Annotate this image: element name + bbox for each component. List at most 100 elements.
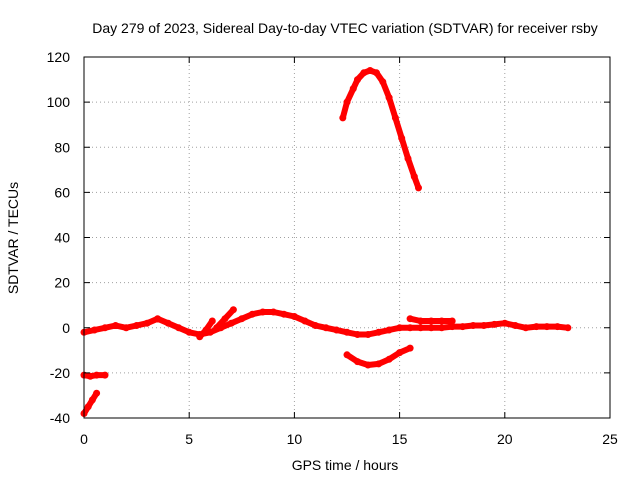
data-point <box>343 351 351 359</box>
data-point <box>417 317 425 325</box>
data-point <box>469 322 477 329</box>
data-point <box>269 308 277 316</box>
data-point <box>196 333 204 341</box>
data-point <box>379 78 387 86</box>
data-point <box>248 310 256 318</box>
data-point <box>480 322 488 329</box>
data-point <box>154 315 162 323</box>
data-point <box>202 326 210 334</box>
data-point <box>385 326 393 334</box>
data-point <box>448 323 456 331</box>
data-point <box>86 372 94 380</box>
data-point <box>404 155 412 162</box>
data-point <box>391 114 399 122</box>
data-point <box>427 317 435 325</box>
y-tick-label: 120 <box>47 49 71 65</box>
data-point <box>349 85 357 93</box>
data-point <box>375 328 383 336</box>
data-point <box>406 344 414 352</box>
data-point <box>101 324 109 332</box>
series-line <box>81 390 100 417</box>
data-point <box>185 328 193 336</box>
data-point <box>343 328 351 336</box>
data-point <box>164 319 172 327</box>
data-point <box>417 324 425 332</box>
y-tick-label: 60 <box>54 184 70 200</box>
y-axis-label: SDTVAR / TECUs <box>5 182 21 294</box>
data-point <box>93 389 101 397</box>
data-point <box>543 323 551 331</box>
data-point <box>564 324 572 332</box>
data-point <box>133 322 141 329</box>
data-point <box>112 322 120 329</box>
data-point <box>415 184 422 192</box>
data-point <box>280 310 288 318</box>
data-point <box>385 94 393 102</box>
y-tick-label: 40 <box>54 230 70 246</box>
y-tick-label: 20 <box>54 275 70 291</box>
data-point <box>143 319 151 327</box>
x-tick-label: 5 <box>185 431 193 447</box>
data-point <box>88 396 96 404</box>
data-point <box>398 134 406 142</box>
x-axis-label: GPS time / hours <box>292 457 399 473</box>
y-tick-label: 0 <box>62 320 70 336</box>
data-point <box>339 114 347 122</box>
data-point <box>438 324 446 332</box>
data-point <box>366 67 374 74</box>
data-point <box>333 326 340 334</box>
data-point <box>427 324 435 332</box>
data-point <box>385 355 393 363</box>
data-point <box>290 313 298 320</box>
x-tick-label: 20 <box>497 431 513 447</box>
y-tick-label: -20 <box>50 365 70 381</box>
data-point <box>238 315 246 323</box>
data-point <box>101 371 109 379</box>
data-point <box>84 403 92 411</box>
data-layer <box>80 67 572 417</box>
data-point <box>396 324 404 332</box>
data-point <box>501 319 509 327</box>
data-point <box>229 306 237 314</box>
data-point <box>343 98 351 106</box>
chart-title: Day 279 of 2023, Sidereal Day-to-day VTE… <box>92 20 598 36</box>
data-point <box>227 319 235 327</box>
data-point <box>175 324 183 332</box>
ticks: 0 5 10 15 20 25 -40 -20 0 20 40 60 80 100 120 <box>47 49 618 447</box>
x-tick-label: 10 <box>287 431 303 447</box>
data-point <box>122 324 130 332</box>
data-point <box>208 317 216 325</box>
data-point <box>410 173 418 181</box>
data-point <box>448 317 456 325</box>
data-point <box>354 358 361 366</box>
data-point <box>213 324 221 332</box>
data-point <box>532 323 540 331</box>
data-point <box>364 361 372 369</box>
data-point <box>438 317 446 325</box>
y-tick-label: 80 <box>54 139 70 155</box>
data-point <box>406 315 414 323</box>
data-point <box>373 69 380 77</box>
data-point <box>354 331 361 338</box>
data-point <box>259 308 267 316</box>
data-point <box>396 349 404 357</box>
x-tick-label: 0 <box>80 431 88 447</box>
data-point <box>93 371 101 379</box>
y-tick-label: -40 <box>50 410 70 426</box>
data-point <box>354 76 361 84</box>
y-tick-label: 100 <box>47 94 71 110</box>
data-point <box>522 324 530 332</box>
data-point <box>511 322 519 329</box>
data-point <box>364 331 372 338</box>
data-point <box>553 323 561 331</box>
data-point <box>322 324 330 332</box>
data-point <box>459 323 467 331</box>
data-point <box>301 317 309 325</box>
grid <box>84 57 610 418</box>
data-point <box>91 326 98 334</box>
data-point <box>221 315 229 323</box>
data-point <box>311 322 319 329</box>
x-tick-label: 15 <box>392 431 408 447</box>
data-point <box>490 320 498 328</box>
